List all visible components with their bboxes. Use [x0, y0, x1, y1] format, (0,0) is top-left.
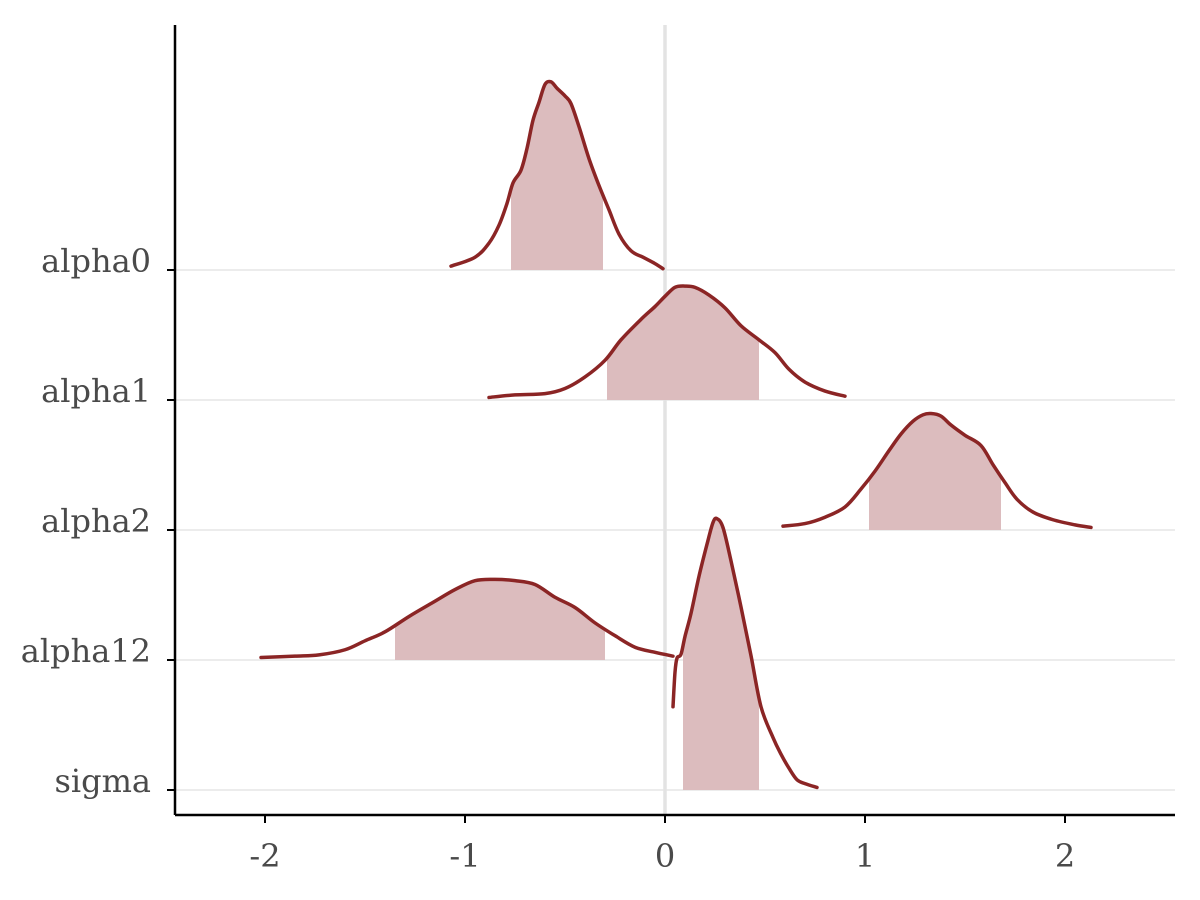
interval-area-alpha2: [869, 413, 1001, 530]
interval-area-sigma: [683, 518, 759, 790]
gridlines: [175, 269, 1175, 791]
y-axis-ticks: alpha0 alpha1 alpha2 alpha12 sigma: [21, 242, 175, 800]
x-tick-label: -2: [249, 837, 280, 875]
x-tick-label: 2: [1055, 837, 1075, 875]
density-line-alpha2: [781, 411, 1093, 530]
ridge-alpha12: [259, 577, 675, 660]
x-axis-ticks: -2 -1 0 1 2: [249, 815, 1075, 875]
interval-area-alpha12: [395, 579, 605, 660]
x-tick-label: 1: [855, 837, 875, 875]
axes: [173, 25, 1175, 817]
y-tick-label-alpha0: alpha0: [41, 242, 151, 280]
y-tick-label-alpha12: alpha12: [21, 632, 151, 670]
ridge-alpha1: [487, 284, 847, 400]
y-tick-label-alpha2: alpha2: [41, 502, 151, 540]
density-ridges: [259, 79, 1093, 790]
density-line-alpha12: [259, 577, 675, 660]
x-tick-label: -1: [449, 837, 480, 875]
interval-area-alpha1: [607, 286, 759, 400]
y-tick-label-alpha1: alpha1: [41, 372, 151, 410]
x-tick-label: 0: [655, 837, 675, 875]
density-line-sigma: [671, 516, 819, 790]
ridge-alpha2: [781, 411, 1093, 530]
ridge-sigma: [671, 516, 819, 790]
density-line-alpha0: [449, 79, 665, 271]
interval-area-alpha0: [511, 81, 603, 271]
ridge-alpha0: [449, 79, 665, 271]
density-line-alpha1: [487, 284, 847, 400]
y-tick-label-sigma: sigma: [54, 762, 151, 800]
